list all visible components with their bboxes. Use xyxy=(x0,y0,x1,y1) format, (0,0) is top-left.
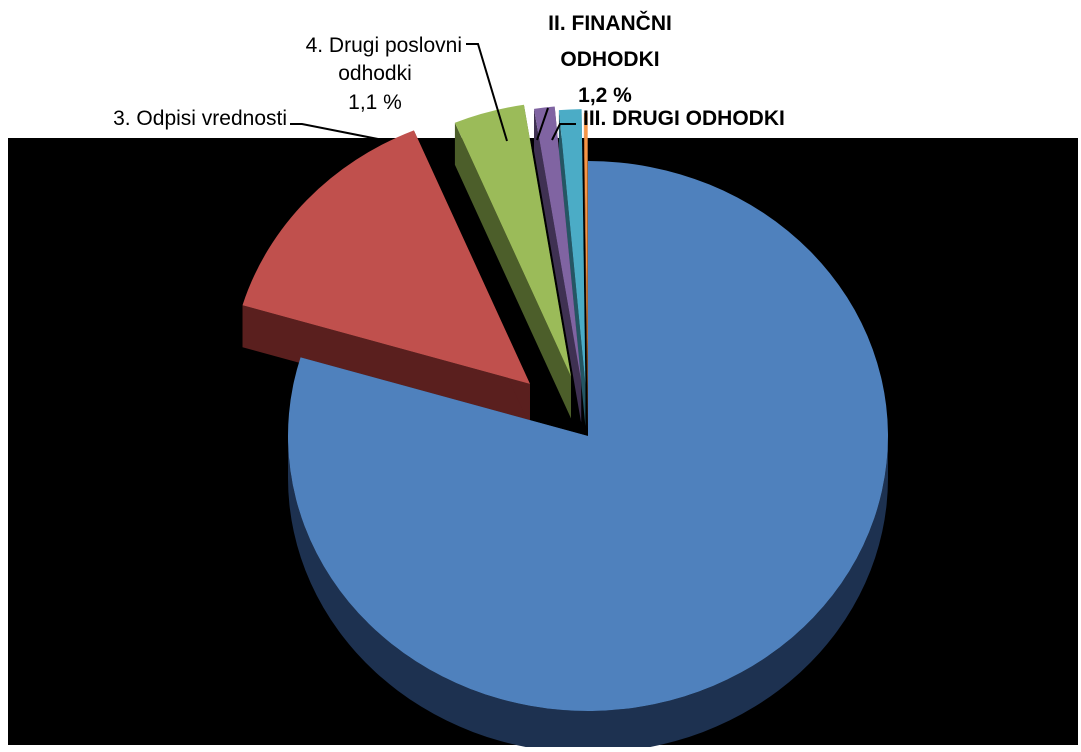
slice-label-orange: III. DRUGI ODHODKI xyxy=(583,107,785,130)
slice-value-teal: 1,2 % xyxy=(578,84,632,107)
labels-layer: 3. Odpisi vrednosti 4. Drugi poslovni od… xyxy=(113,11,785,130)
slice-label-green: 3. Odpisi vrednosti xyxy=(113,107,287,130)
leader-green xyxy=(290,124,383,140)
slice-label-purple-line2: odhodki xyxy=(338,62,412,85)
slice-label-purple-line1: 4. Drugi poslovni xyxy=(306,34,462,57)
leader-lines-layer xyxy=(290,44,576,141)
slice-label-teal-line1: II. FINANČNI xyxy=(548,11,672,35)
slice-value-purple: 1,1 % xyxy=(348,91,402,114)
slice-label-teal-line2: ODHODKI xyxy=(560,48,659,71)
